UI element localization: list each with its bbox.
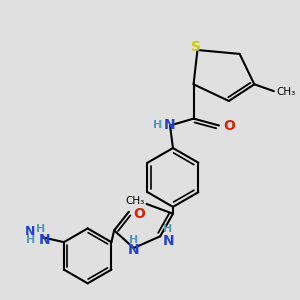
Text: S: S	[190, 40, 200, 54]
Text: N: N	[163, 234, 175, 248]
Text: N: N	[164, 118, 176, 131]
Text: N: N	[26, 225, 36, 238]
Text: H: H	[153, 119, 162, 130]
Text: CH₃: CH₃	[276, 87, 295, 97]
Text: CH₃: CH₃	[125, 196, 145, 206]
Text: N: N	[38, 233, 50, 247]
Text: O: O	[134, 207, 146, 221]
Text: H: H	[36, 224, 45, 234]
Text: O: O	[223, 119, 235, 134]
Text: H: H	[26, 235, 35, 245]
Text: H: H	[163, 224, 172, 234]
Text: N: N	[128, 243, 140, 257]
Text: H: H	[129, 235, 138, 245]
